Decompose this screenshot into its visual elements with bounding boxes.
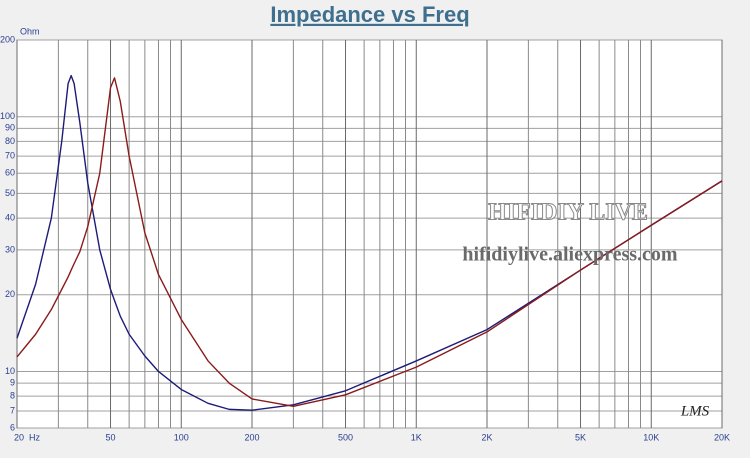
- plot-area: [16, 39, 723, 429]
- x-tick-label: 5K: [575, 432, 586, 442]
- x-tick-label: 1K: [411, 432, 422, 442]
- x-tick-label: 10K: [643, 432, 659, 442]
- y-tick-label: 80: [5, 136, 15, 146]
- y-tick-label: 7: [10, 405, 15, 415]
- y-tick-label: 30: [5, 244, 15, 254]
- y-tick-label: 50: [5, 188, 15, 198]
- watermark: LMS: [680, 403, 710, 419]
- y-axis-label: Ohm: [20, 26, 40, 36]
- chart-title: Impedance vs Freq: [270, 2, 469, 27]
- y-tick-label: 60: [5, 168, 15, 178]
- x-tick-label: 200: [244, 432, 259, 442]
- y-tick-label: 8: [10, 391, 15, 401]
- grid: [16, 39, 723, 429]
- y-tick-label: 70: [5, 151, 15, 161]
- series-line: [16, 77, 723, 407]
- y-tick-label: 40: [5, 212, 15, 222]
- y-tick-label: 10: [5, 366, 15, 376]
- y-tick-label: 100: [0, 111, 15, 121]
- y-tick-label: 90: [5, 123, 15, 133]
- x-tick-label: 20 Hz: [14, 432, 41, 442]
- x-tick-label: 500: [338, 432, 353, 442]
- y-tick-label: 6: [10, 422, 15, 432]
- lines: [16, 74, 723, 411]
- watermark: HIFIDIY LIVE: [488, 200, 648, 226]
- y-tick-label: 200: [0, 34, 15, 44]
- x-tick-label: 2K: [481, 432, 492, 442]
- x-tick-label: 100: [174, 432, 189, 442]
- y-tick-label: 9: [10, 378, 15, 388]
- y-tick-label: 20: [5, 289, 15, 299]
- watermark: hifidiylive.aliexpress.com: [462, 244, 678, 266]
- x-tick-label: 20K: [714, 432, 730, 442]
- x-tick-label: 50: [106, 432, 116, 442]
- series-line: [16, 74, 723, 411]
